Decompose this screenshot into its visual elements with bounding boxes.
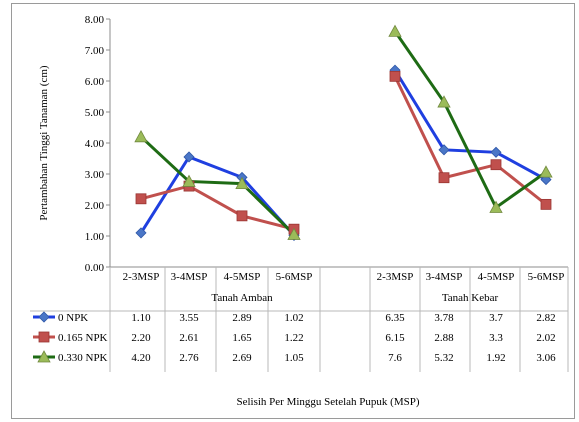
series-line-3 — [139, 135, 296, 236]
y-tick-label: 3.00 — [85, 169, 105, 181]
y-tick-label: 6.00 — [85, 76, 105, 88]
data-table-cell: 2.82 — [536, 312, 555, 324]
data-point-triangle — [287, 227, 301, 240]
legend-label: 0.165 NPK — [58, 332, 108, 344]
data-point-square — [135, 193, 147, 205]
data-table-cell: 1.22 — [284, 332, 303, 344]
legend-label: 0.330 NPK — [58, 352, 108, 364]
data-table-cell: 3.3 — [489, 332, 503, 344]
y-tick-label: 8.00 — [85, 14, 105, 26]
data-point-diamond — [183, 151, 195, 163]
data-table-cell: 7.6 — [388, 352, 402, 364]
data-point-triangle — [235, 176, 249, 190]
y-tick-label: 1.00 — [85, 231, 105, 243]
x-category-label: 5-6MSP — [528, 271, 565, 283]
y-tick-label: 0.00 — [85, 262, 105, 274]
data-point-square — [490, 159, 502, 171]
x-group-label: Tanah Kebar — [442, 292, 499, 304]
y-tick-label: 2.00 — [85, 200, 105, 212]
data-point-diamond — [135, 227, 147, 239]
data-table-cell: 2.20 — [131, 332, 151, 344]
data-point-square — [236, 210, 248, 222]
y-axis-title: Pertambahan Tinggi Tanaman (cm) — [38, 65, 50, 220]
y-tick-label: 7.00 — [85, 45, 105, 57]
data-table-cell: 3.55 — [179, 312, 199, 324]
data-table-cell: 6.15 — [385, 332, 405, 344]
data-point-square — [438, 172, 450, 184]
data-table-cell: 1.05 — [284, 352, 304, 364]
data-point-diamond — [490, 146, 502, 158]
data-table-cell: 4.20 — [131, 352, 151, 364]
series-line-2 — [393, 75, 547, 206]
series-line-2 — [140, 184, 295, 231]
x-category-label: 3-4MSP — [171, 271, 208, 283]
data-table-cell: 2.02 — [536, 332, 555, 344]
x-category-label: 2-3MSP — [377, 271, 414, 283]
data-point-triangle — [182, 174, 196, 187]
data-table-cell: 6.35 — [385, 312, 405, 324]
data-table-cell: 1.92 — [486, 352, 505, 364]
data-table-cell: 2.76 — [179, 352, 199, 364]
data-table-cell: 3.06 — [536, 352, 556, 364]
data-table-cell: 1.65 — [232, 332, 252, 344]
data-table-cell: 5.32 — [434, 352, 453, 364]
legend-label: 0 NPK — [58, 312, 88, 324]
data-table-cell: 1.02 — [284, 312, 303, 324]
x-group-label: Tanah Amban — [211, 292, 273, 304]
data-table-cell: 3.78 — [434, 312, 454, 324]
series-line-1 — [393, 69, 547, 181]
data-point-square — [389, 70, 401, 82]
y-tick-label: 4.00 — [85, 138, 105, 150]
chart-frame — [11, 3, 575, 419]
data-point-triangle — [539, 165, 553, 178]
series-line-3 — [393, 30, 547, 210]
series-line-1 — [139, 155, 296, 237]
x-category-label: 4-5MSP — [478, 271, 515, 283]
data-point-triangle — [489, 200, 503, 213]
data-table-cell: 2.69 — [232, 352, 252, 364]
data-point-square — [38, 331, 50, 343]
y-tick-label: 5.00 — [85, 107, 105, 119]
x-category-label: 2-3MSP — [123, 271, 160, 283]
data-point-diamond — [38, 311, 50, 323]
data-table-cell: 2.88 — [434, 332, 454, 344]
data-point-triangle — [134, 129, 148, 143]
x-category-label: 5-6MSP — [276, 271, 313, 283]
data-point-diamond — [438, 144, 450, 156]
x-category-label: 3-4MSP — [426, 271, 463, 283]
data-point-triangle — [388, 24, 402, 37]
data-point-triangle — [37, 350, 51, 363]
x-category-label: 4-5MSP — [224, 271, 261, 283]
x-axis-title: Selisih Per Minggu Setelah Pupuk (MSP) — [236, 396, 419, 408]
data-table-cell: 3.7 — [489, 312, 503, 324]
data-table-cell: 1.10 — [131, 312, 151, 324]
data-point-square — [540, 198, 552, 210]
data-table-cell: 2.89 — [232, 312, 252, 324]
data-table-cell: 2.61 — [179, 332, 198, 344]
data-point-triangle — [437, 95, 451, 108]
